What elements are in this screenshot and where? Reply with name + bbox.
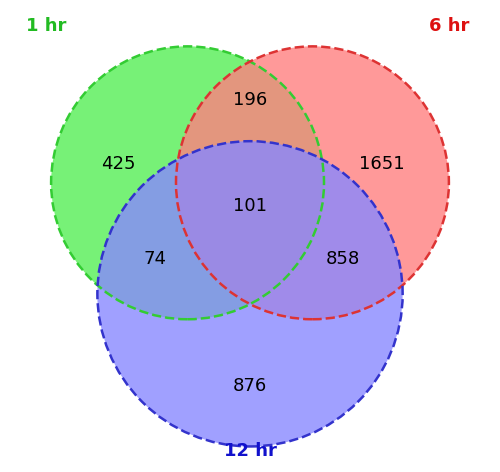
Circle shape — [51, 46, 324, 319]
Text: 101: 101 — [233, 197, 267, 215]
Text: 6 hr: 6 hr — [428, 17, 469, 34]
Text: 74: 74 — [144, 250, 167, 268]
Circle shape — [98, 141, 403, 447]
Text: 425: 425 — [101, 155, 136, 173]
Text: 1651: 1651 — [359, 155, 405, 173]
Text: 1 hr: 1 hr — [26, 17, 66, 34]
Text: 858: 858 — [326, 250, 360, 268]
Text: 12 hr: 12 hr — [224, 442, 276, 460]
Circle shape — [176, 46, 449, 319]
Text: 876: 876 — [233, 377, 267, 396]
Text: 196: 196 — [233, 91, 267, 109]
